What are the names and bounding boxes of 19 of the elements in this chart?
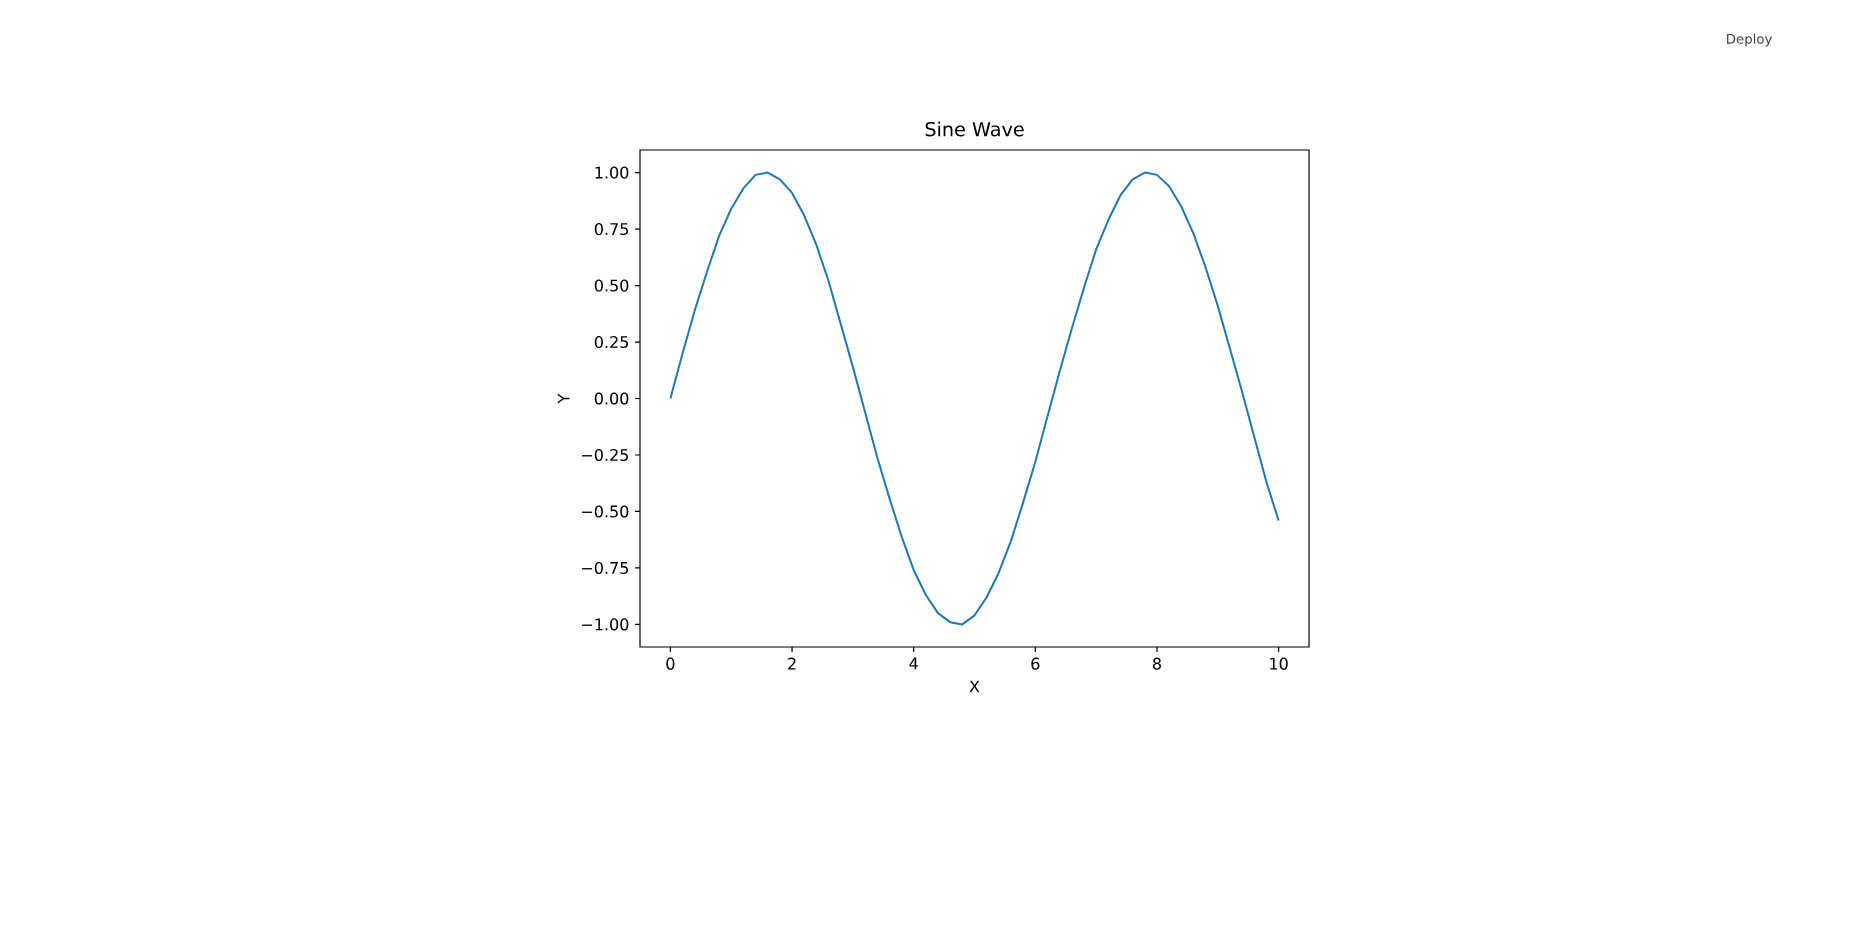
y-tick-label: −0.50 <box>582 505 629 518</box>
y-tick-label: 1.00 <box>595 166 629 179</box>
y-tick-label: −0.75 <box>582 561 629 574</box>
x-axis-title: X <box>969 680 980 693</box>
y-axis-title: Y <box>557 393 570 404</box>
x-tick-label: 6 <box>1031 657 1040 670</box>
text: Deploy <box>1727 33 1773 47</box>
x-tick-label: 8 <box>1152 657 1161 670</box>
y-tick-label: 0.25 <box>594 335 629 349</box>
y-tick-label: 0.75 <box>594 223 629 236</box>
y-tick-label: 0.00 <box>594 392 629 405</box>
x-tick-label: 2 <box>788 657 796 670</box>
x-tick-label: 0 <box>666 657 675 670</box>
x-tick-label: 4 <box>909 657 918 670</box>
y-tick-label: −0.25 <box>582 448 629 462</box>
y-tick-label: 0.50 <box>594 279 629 292</box>
y-tick-label: −1.00 <box>582 618 629 631</box>
chart-title: Sine Wave <box>925 121 1024 137</box>
x-tick-label: 10 <box>1270 657 1288 670</box>
